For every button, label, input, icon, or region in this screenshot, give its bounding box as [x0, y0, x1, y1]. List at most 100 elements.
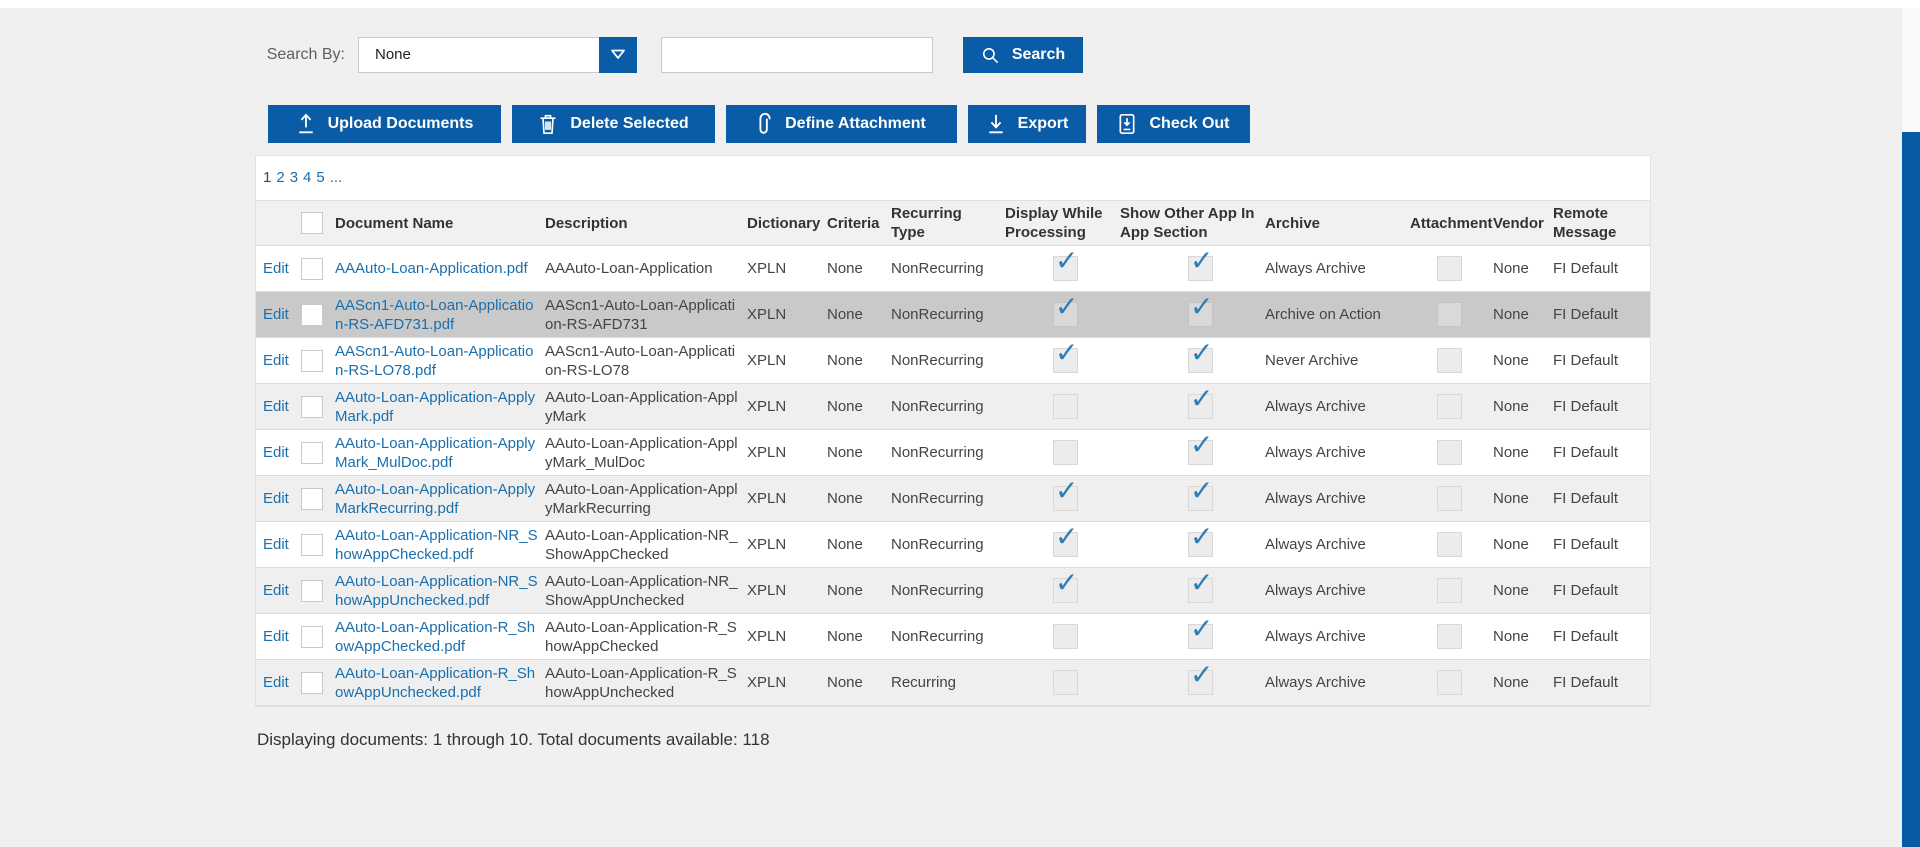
delete-selected-button[interactable]: Delete Selected [512, 105, 715, 143]
documents-summary: Displaying documents: 1 through 10. Tota… [257, 730, 770, 749]
show-other-app-checkbox[interactable]: ✓ [1188, 615, 1213, 649]
show-other-app-checkbox[interactable]: ✓ [1188, 247, 1213, 281]
attachment-checkbox[interactable]: ✓ [1437, 440, 1462, 465]
display-while-processing-checkbox[interactable]: ✓ [1053, 394, 1078, 419]
page-5[interactable]: 5 [316, 169, 325, 186]
show-other-app-checkbox[interactable]: ✓ [1188, 431, 1213, 465]
row-select-checkbox[interactable]: ✓ [301, 441, 323, 464]
display-while-processing-checkbox[interactable]: ✓ [1053, 477, 1078, 511]
archive-cell: Archive on Action [1261, 291, 1406, 338]
attachment-checkbox[interactable]: ✓ [1437, 394, 1462, 419]
document-name-link[interactable]: AAuto-Loan-Application-ApplyMark.pdf [335, 388, 536, 425]
select-cell: ✓ [296, 613, 331, 660]
display-while-processing-checkbox[interactable]: ✓ [1053, 247, 1078, 281]
export-button[interactable]: Export [968, 105, 1086, 143]
attachment-cell: ✓ [1406, 429, 1489, 476]
document-name-link[interactable]: AAuto-Loan-Application-NR_ShowAppChecked… [335, 526, 538, 563]
document-name-link[interactable]: AAuto-Loan-Application-ApplyMarkRecurrin… [335, 480, 536, 517]
show-other-app-checkbox[interactable]: ✓ [1188, 661, 1213, 695]
show-other-app-checkbox[interactable]: ✓ [1188, 339, 1213, 373]
edit-link[interactable]: Edit [263, 352, 289, 369]
row-select-checkbox[interactable]: ✓ [301, 533, 323, 556]
toolbar: Upload Documents Delete Selected Define … [268, 105, 1250, 143]
row-select-checkbox[interactable]: ✓ [301, 487, 323, 510]
row-select-checkbox[interactable]: ✓ [301, 303, 323, 326]
document-name-link[interactable]: AAuto-Loan-Application-ApplyMark_MulDoc.… [335, 434, 536, 471]
row-select-checkbox[interactable]: ✓ [301, 625, 323, 648]
define-attachment-button[interactable]: Define Attachment [726, 105, 957, 143]
edit-link[interactable]: Edit [263, 260, 289, 277]
page-ellipsis[interactable]: ... [329, 169, 343, 186]
archive-cell: Always Archive [1261, 383, 1406, 430]
row-select-checkbox[interactable]: ✓ [301, 579, 323, 602]
page-1: 1 [263, 169, 272, 186]
search-input[interactable] [661, 37, 933, 73]
page-3[interactable]: 3 [289, 169, 299, 186]
display-while-processing-checkbox[interactable]: ✓ [1053, 670, 1078, 695]
display-while-processing-checkbox[interactable]: ✓ [1053, 293, 1078, 327]
select-all-checkbox[interactable]: ✓ [301, 212, 323, 234]
page-4[interactable]: 4 [303, 169, 312, 186]
show-other-app-checkbox[interactable]: ✓ [1188, 523, 1213, 557]
attachment-cell: ✓ [1406, 383, 1489, 430]
display-while-processing-checkbox[interactable]: ✓ [1053, 569, 1078, 603]
table-row: Edit ✓ AAuto-Loan-Application-ApplyMark.… [256, 383, 1650, 430]
attachment-cell: ✓ [1406, 613, 1489, 660]
check-out-button[interactable]: Check Out [1097, 105, 1250, 143]
document-name-link[interactable]: AAScn1-Auto-Loan-Application-RS-AFD731.p… [335, 296, 534, 333]
select-cell: ✓ [296, 521, 331, 568]
document-name-link[interactable]: AAScn1-Auto-Loan-Application-RS-LO78.pdf [335, 342, 534, 379]
display-while-processing-checkbox[interactable]: ✓ [1053, 440, 1078, 465]
edit-link[interactable]: Edit [263, 306, 289, 323]
header-select-all: ✓ [296, 200, 331, 246]
edit-link[interactable]: Edit [263, 628, 289, 645]
document-name-link[interactable]: AAuto-Loan-Application-R_ShowAppChecked.… [335, 618, 536, 655]
display-while-processing-checkbox[interactable]: ✓ [1053, 624, 1078, 649]
edit-link[interactable]: Edit [263, 444, 289, 461]
attachment-checkbox[interactable]: ✓ [1437, 348, 1462, 373]
search-by-dropdown[interactable]: None [358, 37, 637, 73]
edit-link[interactable]: Edit [263, 490, 289, 507]
attachment-cell: ✓ [1406, 567, 1489, 614]
row-select-checkbox[interactable]: ✓ [301, 257, 323, 280]
display-while-processing-checkbox[interactable]: ✓ [1053, 339, 1078, 373]
remote-message-cell: FI Default [1549, 475, 1650, 522]
show-other-app-cell: ✓ [1116, 567, 1261, 614]
document-name-cell: AAuto-Loan-Application-NR_ShowAppChecked… [331, 521, 541, 568]
document-name-link[interactable]: AAuto-Loan-Application-R_ShowAppUnchecke… [335, 664, 536, 701]
show-other-app-cell: ✓ [1116, 521, 1261, 568]
attachment-checkbox[interactable]: ✓ [1437, 670, 1462, 695]
archive-cell: Always Archive [1261, 521, 1406, 568]
display-while-processing-cell: ✓ [1001, 429, 1116, 476]
show-other-app-checkbox[interactable]: ✓ [1188, 385, 1213, 419]
document-name-link[interactable]: AAuto-Loan-Application-NR_ShowAppUncheck… [335, 572, 538, 609]
archive-cell: Always Archive [1261, 475, 1406, 522]
attachment-checkbox[interactable]: ✓ [1437, 532, 1462, 557]
attachment-checkbox[interactable]: ✓ [1437, 302, 1462, 327]
show-other-app-checkbox[interactable]: ✓ [1188, 293, 1213, 327]
show-other-app-checkbox[interactable]: ✓ [1188, 569, 1213, 603]
edit-link[interactable]: Edit [263, 674, 289, 691]
criteria-cell: None [823, 475, 887, 522]
row-select-checkbox[interactable]: ✓ [301, 671, 323, 694]
edit-link[interactable]: Edit [263, 398, 289, 415]
edit-link[interactable]: Edit [263, 582, 289, 599]
dictionary-cell: XPLN [743, 567, 823, 614]
show-other-app-checkbox[interactable]: ✓ [1188, 477, 1213, 511]
row-select-checkbox[interactable]: ✓ [301, 395, 323, 418]
display-while-processing-checkbox[interactable]: ✓ [1053, 523, 1078, 557]
document-name-link[interactable]: AAAuto-Loan-Application.pdf [335, 260, 528, 277]
row-select-checkbox[interactable]: ✓ [301, 349, 323, 372]
attachment-checkbox[interactable]: ✓ [1437, 486, 1462, 511]
select-cell: ✓ [296, 337, 331, 384]
chevron-down-icon[interactable] [599, 37, 637, 73]
upload-documents-button[interactable]: Upload Documents [268, 105, 501, 143]
dictionary-cell: XPLN [743, 245, 823, 292]
attachment-checkbox[interactable]: ✓ [1437, 624, 1462, 649]
search-button[interactable]: Search [963, 37, 1083, 73]
attachment-checkbox[interactable]: ✓ [1437, 578, 1462, 603]
attachment-checkbox[interactable]: ✓ [1437, 256, 1462, 281]
page-2[interactable]: 2 [276, 169, 285, 186]
edit-link[interactable]: Edit [263, 536, 289, 553]
display-while-processing-cell: ✓ [1001, 337, 1116, 384]
